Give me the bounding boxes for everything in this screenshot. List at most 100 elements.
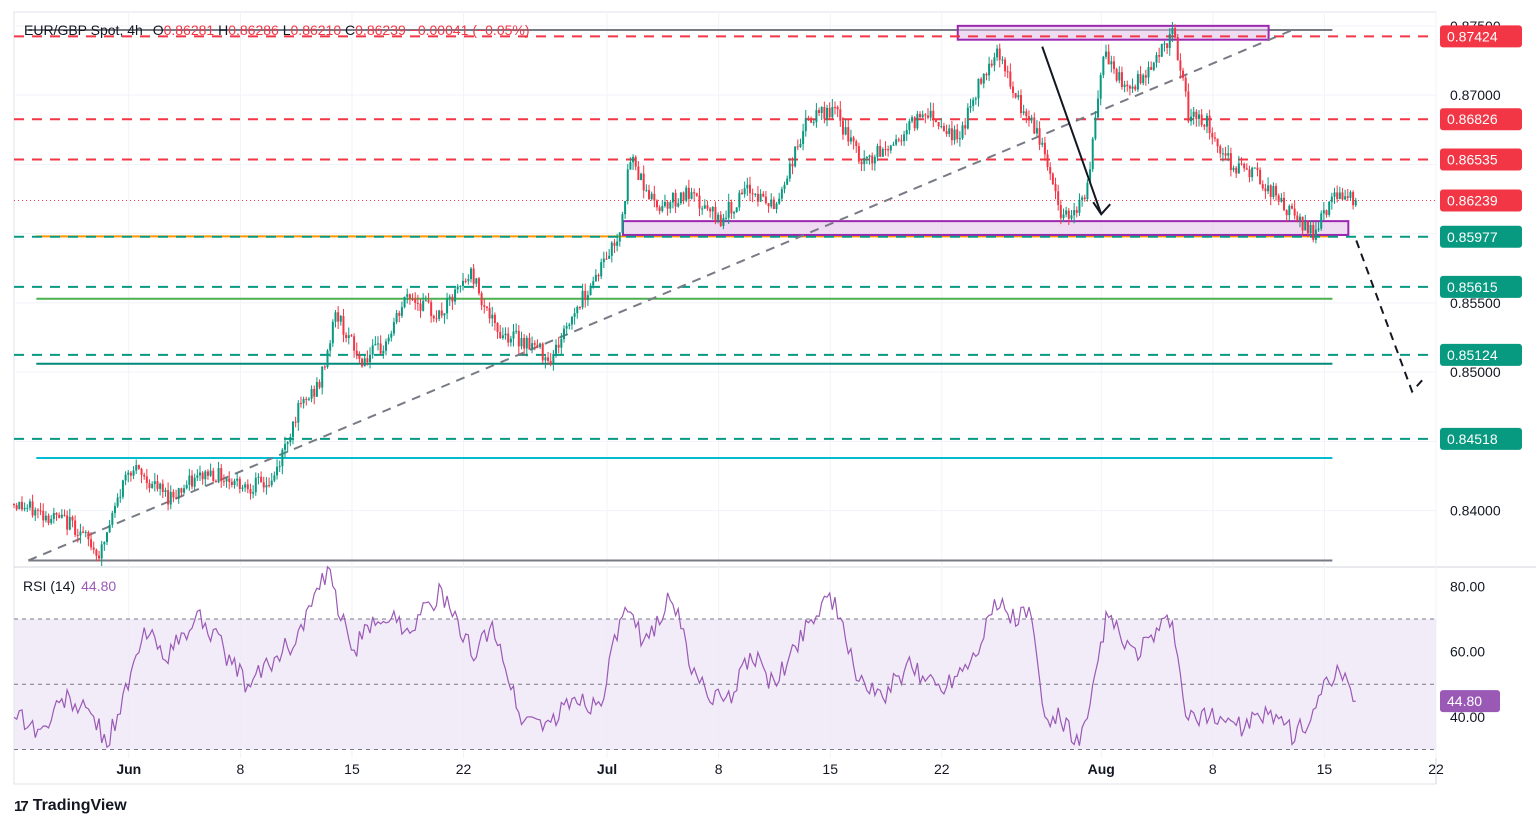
price-level-tag-text: 0.87424 (1447, 28, 1498, 44)
candle (108, 524, 111, 533)
candle (812, 122, 815, 124)
candle (1277, 195, 1280, 202)
candle (459, 286, 462, 288)
candle (427, 300, 430, 303)
candle (725, 217, 728, 219)
candle (1062, 214, 1065, 219)
candle (260, 476, 263, 483)
candle (1227, 153, 1230, 156)
candle (164, 490, 167, 492)
candle (387, 337, 390, 342)
candle (584, 290, 587, 301)
support-zone (621, 220, 1350, 236)
time-axis-label: 15 (1317, 761, 1333, 777)
candle (1283, 197, 1286, 211)
candle (1155, 55, 1158, 63)
candle (889, 145, 892, 151)
candle (841, 120, 844, 135)
candle (788, 163, 791, 179)
open-value: 0.86281 (163, 22, 215, 38)
candle (589, 285, 592, 296)
candle (1126, 84, 1129, 87)
candle (36, 509, 39, 511)
candle (1094, 117, 1097, 139)
candle (68, 516, 71, 530)
candle (1338, 192, 1341, 199)
candle (956, 129, 959, 140)
rsi-label[interactable]: RSI (14) (23, 578, 76, 594)
candle (982, 73, 985, 84)
candle (1320, 213, 1323, 229)
candle (796, 146, 799, 148)
tradingview-logo[interactable]: 17 TradingView (14, 797, 127, 815)
candle (228, 478, 231, 482)
time-axis-label: 8 (1209, 761, 1217, 777)
candle (756, 193, 759, 202)
candle (1176, 37, 1179, 61)
candle (1288, 205, 1291, 216)
candle (509, 338, 512, 343)
candle (342, 315, 345, 335)
candle (390, 333, 393, 338)
candle (191, 475, 194, 487)
candle (528, 337, 531, 350)
candle (1224, 153, 1227, 156)
candle (831, 106, 834, 118)
candle (1115, 69, 1118, 81)
candle (794, 146, 797, 167)
candle (406, 294, 409, 297)
candle (671, 192, 674, 203)
candle (1035, 128, 1038, 134)
symbol-label[interactable]: EUR/GBP Spot, 4h (24, 22, 143, 38)
candle (517, 330, 520, 347)
candle (658, 207, 661, 212)
candle (1354, 200, 1357, 206)
candle (860, 161, 863, 165)
candle (759, 193, 762, 202)
candle (265, 485, 268, 488)
candle (1049, 167, 1052, 174)
price-level-tag-text: 0.85124 (1447, 347, 1498, 363)
candle (653, 193, 656, 201)
candle (321, 366, 324, 388)
price-level-tag-text: 0.85977 (1447, 229, 1498, 245)
candle (937, 122, 940, 127)
candle (1198, 114, 1200, 119)
candle (1144, 75, 1147, 78)
candle (66, 515, 69, 530)
candle (531, 343, 534, 350)
candle (1261, 184, 1264, 189)
candle (924, 114, 927, 116)
candle (249, 489, 252, 494)
candle (1336, 192, 1339, 199)
price-level-tag (1440, 275, 1522, 298)
candle (900, 140, 903, 142)
candle (679, 192, 682, 204)
candle (424, 300, 427, 302)
candle (281, 449, 284, 467)
candle (871, 155, 874, 164)
candle (98, 555, 101, 559)
candle (648, 190, 651, 200)
candle (483, 305, 486, 307)
candle (919, 113, 922, 118)
candle (1086, 182, 1089, 199)
candle (980, 78, 983, 84)
candle (913, 117, 916, 129)
candle (863, 157, 866, 165)
low-label: L (282, 22, 291, 38)
candle (993, 57, 996, 66)
candle (1043, 142, 1046, 155)
candle (1118, 72, 1121, 81)
candle (1203, 124, 1206, 127)
candle (905, 130, 908, 135)
candle (371, 345, 374, 355)
candle (1333, 192, 1336, 197)
candle (1123, 84, 1126, 87)
candle (1012, 86, 1015, 93)
ascending-trendline (27, 29, 1293, 562)
candle (1267, 185, 1270, 192)
candle (730, 201, 733, 214)
candle (964, 125, 967, 129)
